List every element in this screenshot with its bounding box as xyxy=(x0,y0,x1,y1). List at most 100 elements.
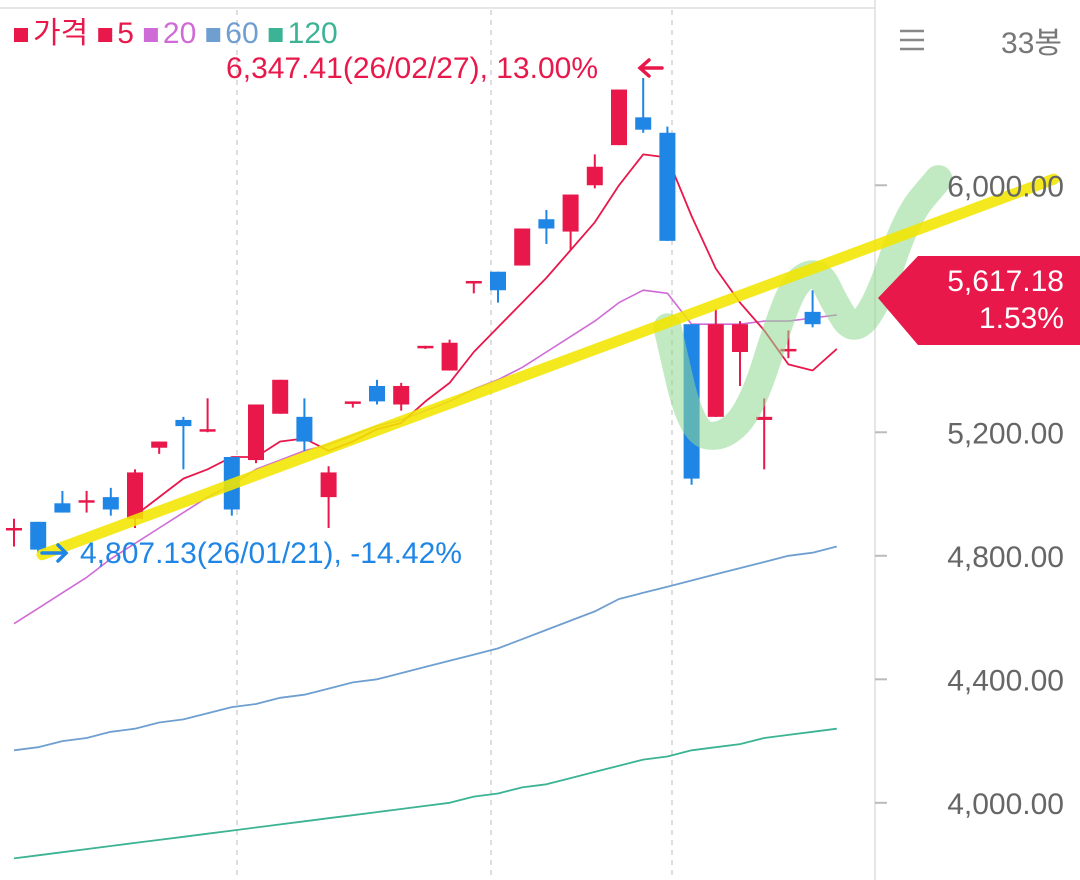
candle-27[interactable] xyxy=(635,77,652,133)
candle-body xyxy=(562,194,579,232)
candle-21[interactable] xyxy=(490,271,506,303)
candle-body xyxy=(659,132,676,241)
candle-body xyxy=(344,401,361,404)
candle-body xyxy=(804,311,821,325)
legend-label: 가격 xyxy=(33,17,88,50)
ma120-line xyxy=(13,727,837,860)
candle-30[interactable] xyxy=(707,308,724,417)
candle-19[interactable] xyxy=(441,339,458,371)
max-annotation: 6,347.41(26/02/27), 13.00% xyxy=(226,52,664,85)
y-tick-label-1: 6,000.00 xyxy=(947,170,1064,203)
candle-body xyxy=(538,219,555,229)
candle-32[interactable] xyxy=(756,398,773,470)
legend-label: 20 xyxy=(163,17,196,50)
candle-body xyxy=(199,429,216,432)
legend-swatch xyxy=(206,28,221,42)
candle-body xyxy=(586,166,603,186)
legend-item-1: 가격 xyxy=(14,17,88,50)
candle-3[interactable] xyxy=(54,490,71,513)
candle-22[interactable] xyxy=(514,228,531,266)
overlay-layer xyxy=(36,165,1060,561)
candle-16[interactable] xyxy=(369,379,385,405)
y-tick-label-5: 4,000.00 xyxy=(947,788,1064,821)
candle-body xyxy=(6,528,22,531)
candle-body xyxy=(175,419,192,427)
candle-body xyxy=(320,472,337,498)
toolbar: 33봉 xyxy=(894,26,1062,60)
candle-body xyxy=(780,348,797,352)
current-price-tag: 5,617.18 1.53% xyxy=(878,256,1080,345)
candle-2[interactable] xyxy=(30,521,47,553)
candle-body xyxy=(417,345,434,349)
hamburger-menu-icon xyxy=(900,29,924,51)
candle-1[interactable] xyxy=(6,518,22,547)
ma60-line xyxy=(13,545,838,752)
legend-item-4: 60 xyxy=(206,17,259,50)
candle-body xyxy=(732,324,748,352)
candle-18[interactable] xyxy=(417,345,434,349)
candle-body xyxy=(151,441,168,448)
legend-swatch xyxy=(268,28,283,42)
candle-body xyxy=(127,472,143,519)
candle-4[interactable] xyxy=(78,490,95,513)
trend-line xyxy=(36,173,1060,561)
current-price-change: 1.53% xyxy=(979,302,1064,335)
forecast-curve xyxy=(653,165,953,450)
candle-body xyxy=(611,89,627,146)
candle-body xyxy=(514,228,531,266)
annotations: 5,617.18 1.53% 6,347.41(26/02/27), 13.00% 4… xyxy=(40,52,1080,570)
min-annotation: 4,807.13(26/01/21), -14.42% xyxy=(40,537,462,570)
legend: 가격 5 20 60 120 xyxy=(14,17,338,50)
candle-28[interactable] xyxy=(659,126,676,241)
legend-label: 5 xyxy=(117,17,134,50)
candle-body xyxy=(393,385,410,405)
candle-body xyxy=(635,117,652,130)
candle-11[interactable] xyxy=(248,404,264,464)
candle-17[interactable] xyxy=(393,382,410,411)
y-axis: 6,000.00 5,200.00 4,800.00 4,400.00 4,000.00 xyxy=(875,170,1064,821)
legend-swatch xyxy=(98,28,113,42)
candle-9[interactable] xyxy=(199,398,216,433)
max-annotation-label: 6,347.41(26/02/27), 13.00% xyxy=(226,52,598,85)
candle-26[interactable] xyxy=(611,89,627,146)
current-price-tag-shape xyxy=(878,256,1080,345)
candle-14[interactable] xyxy=(320,466,337,528)
current-price-value: 5,617.18 xyxy=(947,265,1064,298)
candle-8[interactable] xyxy=(175,416,192,470)
candle-24[interactable] xyxy=(562,194,579,251)
legend-label: 60 xyxy=(225,17,258,50)
legend-swatch xyxy=(143,28,158,42)
candle-body xyxy=(465,280,482,284)
candle-15[interactable] xyxy=(344,401,361,408)
legend-item-2: 5 xyxy=(98,17,134,50)
candle-body xyxy=(78,500,95,503)
candle-20[interactable] xyxy=(465,280,482,294)
candle-31[interactable] xyxy=(732,321,748,386)
candle-body xyxy=(441,342,458,371)
y-tick-label-4: 4,400.00 xyxy=(947,664,1064,697)
candle-34[interactable] xyxy=(804,290,821,328)
candle-body xyxy=(296,416,313,442)
candle-body xyxy=(369,385,385,402)
y-tick-label-2: 5,200.00 xyxy=(947,417,1064,450)
candle-12[interactable] xyxy=(272,379,289,414)
max-arrow-icon xyxy=(637,58,664,78)
candle-23[interactable] xyxy=(538,209,555,244)
candle-5[interactable] xyxy=(102,487,119,516)
candle-13[interactable] xyxy=(296,398,313,451)
legend-label: 120 xyxy=(288,17,338,50)
moving-average-layer xyxy=(13,153,838,860)
candle-7[interactable] xyxy=(151,441,168,454)
candle-body xyxy=(707,324,724,417)
min-annotation-label: 4,807.13(26/01/21), -14.42% xyxy=(80,537,462,570)
candle-body xyxy=(102,497,119,510)
menu-button[interactable] xyxy=(894,26,930,56)
min-arrow-icon xyxy=(40,543,69,563)
candle-body xyxy=(490,271,506,291)
candle-25[interactable] xyxy=(586,154,603,189)
bar-count-label: 33봉 xyxy=(1001,27,1062,60)
candle-body xyxy=(272,379,289,414)
